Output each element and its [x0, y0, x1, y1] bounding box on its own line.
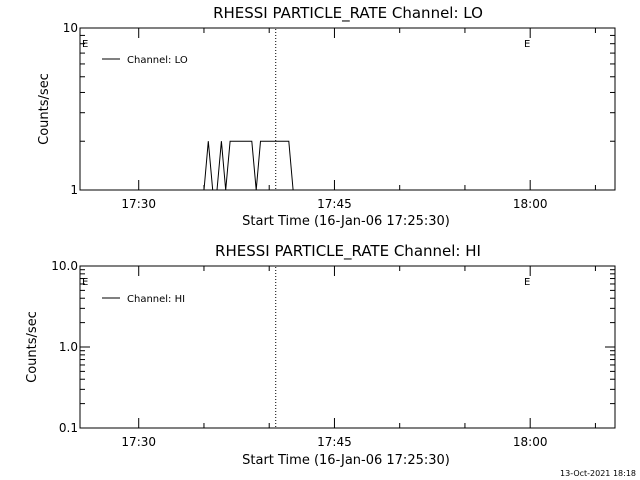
footer-timestamp: 13-Oct-2021 18:18	[560, 469, 636, 478]
x-tick-label: 17:45	[317, 435, 352, 449]
panel-lo-y-axis-label: Counts/sec	[37, 73, 52, 145]
panel-hi-ticks	[80, 266, 615, 429]
panel-hi-dotted-lines	[275, 267, 277, 427]
panel-lo-marker-right: E	[524, 39, 530, 50]
x-tick-label: 18:00	[513, 197, 548, 211]
panel-hi-y-tick-labels: 0.1 1.0 10.0	[51, 259, 78, 435]
panel-lo-y-tick-labels: 1 10	[63, 21, 78, 197]
panel-hi-title: RHESSI PARTICLE_RATE Channel: HI	[215, 242, 481, 261]
x-tick-label: 17:30	[121, 435, 156, 449]
panel-hi: RHESSI PARTICLE_RATE Channel: HI 0.1 1.0 1…	[25, 242, 616, 468]
y-tick-label: 1.0	[59, 340, 78, 354]
y-tick-label: 1	[70, 183, 78, 197]
panel-hi-legend-label: Channel: HI	[127, 294, 185, 305]
x-tick-label: 17:45	[317, 197, 352, 211]
y-tick-label: 10.0	[51, 259, 78, 273]
panel-lo-legend-label: Channel: LO	[127, 55, 188, 66]
panel-hi-x-axis-label: Start Time (16-Jan-06 17:25:30)	[242, 453, 450, 468]
panel-lo-dotted-lines	[275, 29, 277, 189]
panel-hi-marker-left: E	[82, 277, 88, 288]
panel-hi-marker-right: E	[524, 277, 530, 288]
panel-hi-frame	[79, 265, 616, 429]
panel-hi-y-axis-label: Counts/sec	[25, 311, 40, 383]
y-tick-label: 10	[63, 21, 78, 35]
x-tick-label: 18:00	[513, 435, 548, 449]
panel-lo-x-axis-label: Start Time (16-Jan-06 17:25:30)	[242, 214, 450, 229]
panel-lo-frame	[79, 27, 616, 191]
x-tick-label: 17:30	[121, 197, 156, 211]
series-channel-lo	[203, 140, 294, 191]
panel-lo-ticks	[80, 28, 615, 191]
panel-lo-marker-left: E	[82, 39, 88, 50]
y-tick-label: 0.1	[59, 421, 78, 435]
panel-lo: RHESSI PARTICLE_RATE Channel: LO 1 10 17:…	[37, 4, 616, 229]
panel-lo-title: RHESSI PARTICLE_RATE Channel: LO	[213, 4, 483, 23]
